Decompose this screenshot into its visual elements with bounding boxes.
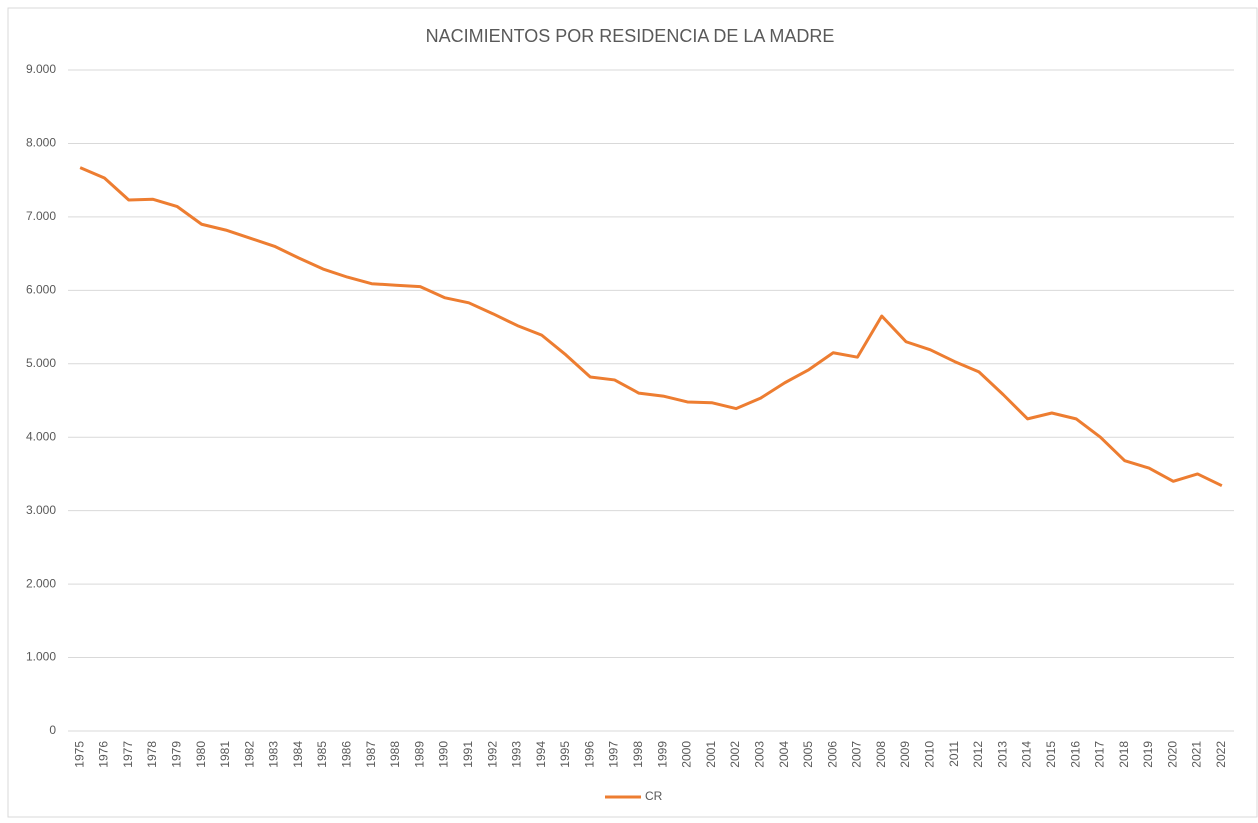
x-tick-label: 1993: [510, 741, 524, 768]
x-tick-label: 1984: [291, 741, 305, 768]
chart-frame: [7, 7, 1258, 818]
x-tick-label: 2013: [995, 741, 1009, 768]
x-tick-label: 2008: [874, 741, 888, 768]
x-tick-label: 2003: [752, 741, 766, 768]
x-tick-label: 1998: [631, 741, 645, 768]
x-tick-label: 1978: [145, 741, 159, 768]
x-tick-label: 1999: [655, 741, 669, 768]
x-tick-label: 1992: [485, 741, 499, 768]
y-tick-label: 5.000: [26, 356, 56, 370]
y-tick-label: 2.000: [26, 576, 56, 590]
x-tick-label: 1990: [437, 741, 451, 768]
x-tick-label: 2007: [850, 741, 864, 768]
x-tick-label: 2000: [680, 741, 694, 768]
x-tick-label: 2019: [1141, 741, 1155, 768]
x-tick-label: 2002: [728, 741, 742, 768]
x-tick-label: 2004: [777, 741, 791, 768]
x-tick-label: 1989: [412, 741, 426, 768]
x-tick-label: 2005: [801, 741, 815, 768]
x-tick-label: 1995: [558, 741, 572, 768]
x-tick-label: 1988: [388, 741, 402, 768]
x-tick-label: 2006: [825, 741, 839, 768]
x-tick-label: 1981: [218, 741, 232, 768]
x-tick-label: 1980: [194, 741, 208, 768]
y-tick-label: 0: [49, 723, 56, 737]
x-tick-label: 1976: [97, 741, 111, 768]
x-tick-label: 2017: [1093, 741, 1107, 768]
y-tick-label: 4.000: [26, 429, 56, 443]
x-tick-label: 2011: [947, 741, 961, 767]
x-tick-label: 2018: [1117, 741, 1131, 768]
x-tick-label: 1985: [315, 741, 329, 768]
x-tick-label: 1983: [267, 741, 281, 768]
x-tick-label: 1986: [340, 741, 354, 768]
y-tick-label: 8.000: [26, 136, 56, 150]
x-tick-label: 2016: [1068, 741, 1082, 768]
x-tick-label: 1982: [242, 741, 256, 768]
x-tick-label: 1977: [121, 741, 135, 768]
x-tick-label: 1997: [607, 741, 621, 768]
x-tick-label: 2021: [1190, 741, 1204, 768]
x-tick-label: 1975: [72, 741, 86, 768]
x-tick-label: 1979: [169, 741, 183, 768]
x-tick-label: 2010: [923, 741, 937, 768]
x-tick-label: 2009: [898, 741, 912, 768]
line-series: [79, 166, 1223, 488]
y-tick-label: 6.000: [26, 283, 56, 297]
y-tick-label: 1.000: [26, 650, 56, 664]
legend-label: CR: [645, 789, 663, 803]
x-tick-label: 2022: [1214, 741, 1228, 768]
x-tick-label: 1987: [364, 741, 378, 768]
x-tick-label: 2020: [1165, 741, 1179, 768]
x-tick-label: 2015: [1044, 741, 1058, 768]
x-tick-label: 1994: [534, 741, 548, 768]
chart-title: NACIMIENTOS POR RESIDENCIA DE LA MADRE: [426, 26, 835, 46]
y-tick-label: 3.000: [26, 503, 56, 517]
x-tick-label: 1991: [461, 741, 475, 768]
x-tick-label: 1996: [582, 741, 596, 768]
x-tick-label: 2001: [704, 741, 718, 768]
y-tick-label: 9.000: [26, 62, 56, 76]
x-tick-label: 2014: [1020, 741, 1034, 768]
x-tick-label: 2012: [971, 741, 985, 768]
y-tick-label: 7.000: [26, 209, 56, 223]
